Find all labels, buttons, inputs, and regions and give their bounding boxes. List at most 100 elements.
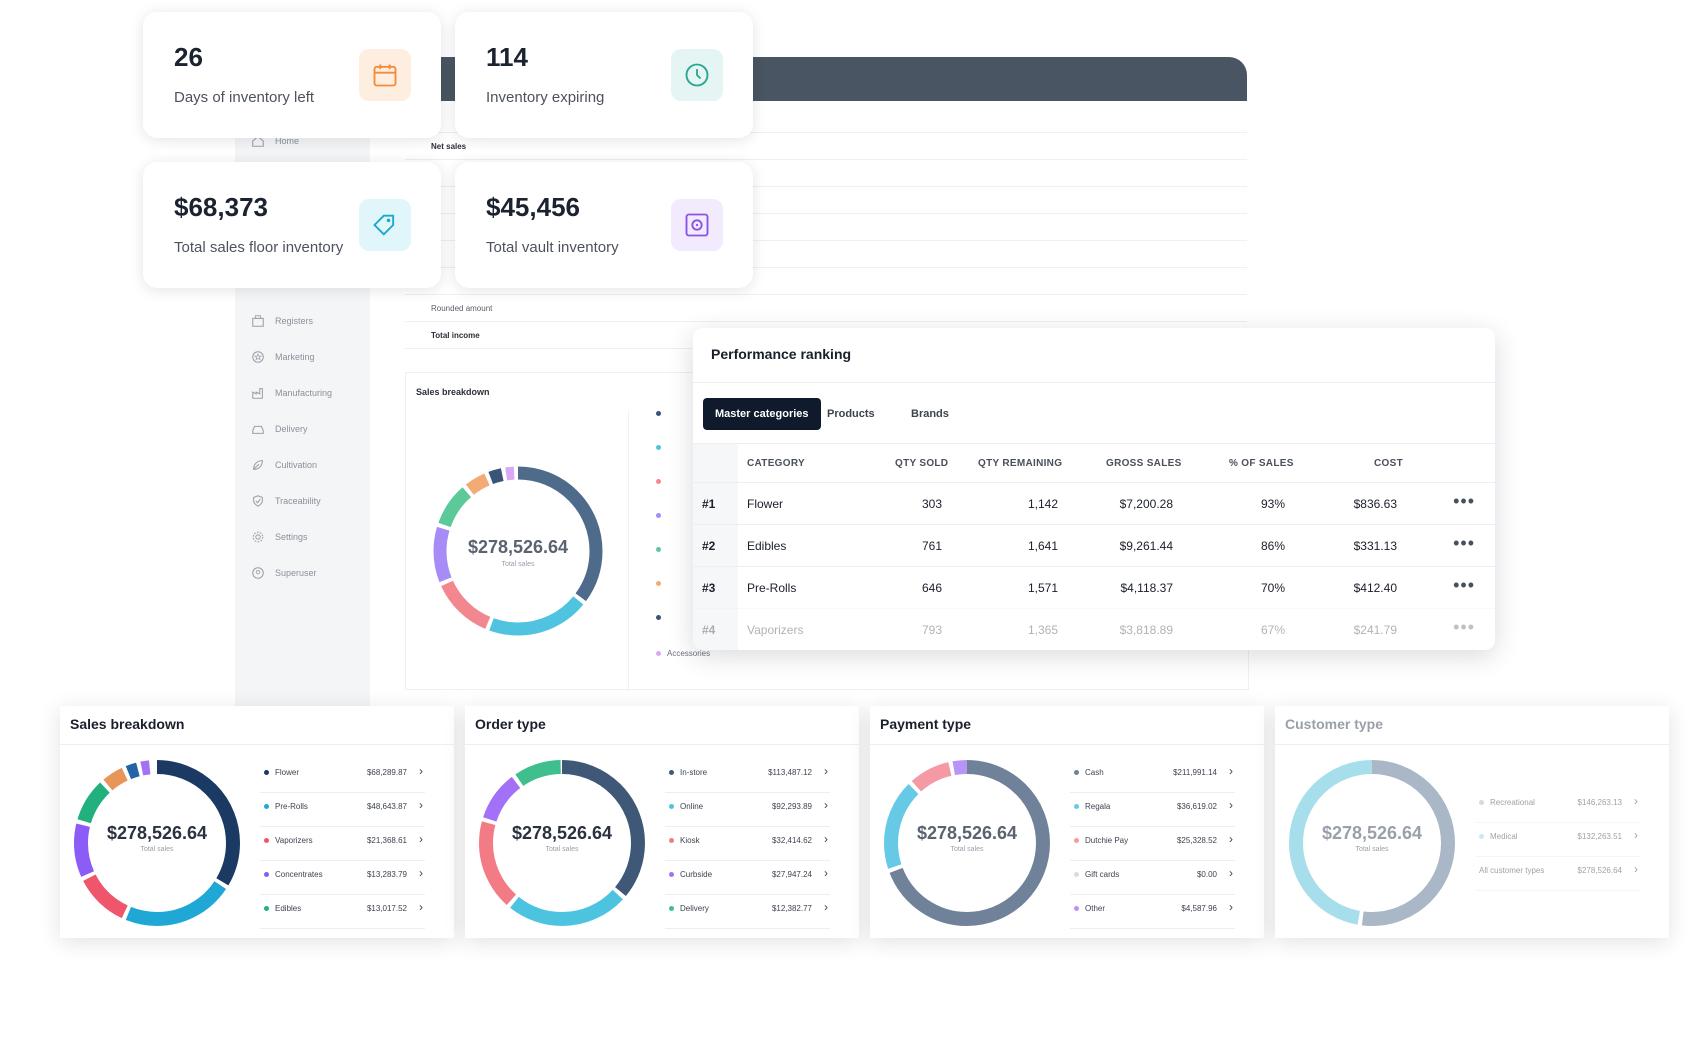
- legend-item-flower[interactable]: Flower $68,289.87 ›: [260, 758, 425, 793]
- more-options-icon[interactable]: •••: [1453, 617, 1475, 637]
- row-label: Net sales: [431, 142, 467, 151]
- tab-brands[interactable]: Brands: [911, 408, 949, 420]
- chevron-right-icon[interactable]: ›: [1634, 828, 1638, 842]
- table-row[interactable]: #2 Edibles 761 1,641 $9,261.44 86% $331.…: [693, 524, 1495, 567]
- legend-item-kiosk[interactable]: Kiosk $32,414.62 ›: [665, 826, 830, 861]
- chevron-right-icon[interactable]: ›: [824, 764, 828, 778]
- car-icon: [252, 425, 264, 434]
- legend-value: $146,263.13: [1577, 798, 1623, 807]
- legend-label: Kiosk: [680, 836, 700, 845]
- legend-item-delivery[interactable]: Delivery $12,382.77 ›: [665, 894, 830, 929]
- column-header-qty-sold[interactable]: QTY SOLD: [895, 458, 949, 469]
- legend-label: All customer types: [1479, 866, 1545, 875]
- more-options-icon[interactable]: •••: [1453, 533, 1475, 553]
- sidebar-item-label: Marketing: [275, 352, 315, 362]
- sidebar-item-label: Delivery: [275, 424, 308, 434]
- column-header-cost[interactable]: COST: [1374, 458, 1403, 469]
- column-header-qty-remaining[interactable]: QTY REMAINING: [978, 458, 1063, 469]
- chevron-right-icon[interactable]: ›: [1229, 764, 1233, 778]
- chevron-right-icon[interactable]: ›: [419, 764, 423, 778]
- sidebar-item-manufacturing[interactable]: Manufacturing: [251, 386, 332, 400]
- kpi-label: Total vault inventory: [486, 239, 619, 256]
- chevron-right-icon[interactable]: ›: [419, 900, 423, 914]
- category: Vaporizers: [747, 623, 804, 637]
- table-row[interactable]: #1 Flower 303 1,142 $7,200.28 93% $836.6…: [693, 482, 1495, 525]
- legend-item-pre-rolls[interactable]: Pre-Rolls $48,643.87 ›: [260, 792, 425, 827]
- sidebar-item-registers[interactable]: Registers: [251, 314, 313, 328]
- row-label: Rounded amount: [431, 304, 493, 313]
- sidebar-item-settings[interactable]: Settings: [251, 530, 308, 544]
- column-header-gross-sales[interactable]: GROSS SALES: [1106, 458, 1182, 469]
- qty-sold: 646: [921, 581, 942, 595]
- tab-master-categories[interactable]: Master categories: [703, 398, 821, 430]
- chevron-right-icon[interactable]: ›: [1229, 832, 1233, 846]
- legend-item-recreational[interactable]: Recreational $146,263.13 ›: [1475, 788, 1640, 823]
- legend-item-concentrates[interactable]: Concentrates $13,283.79 ›: [260, 860, 425, 895]
- kpi-label: Days of inventory left: [174, 89, 315, 106]
- legend-item-other[interactable]: Other $4,587.96 ›: [1070, 894, 1235, 929]
- chevron-right-icon[interactable]: ›: [824, 866, 828, 880]
- vault-icon: [671, 199, 723, 251]
- table-row[interactable]: #3 Pre-Rolls 646 1,571 $4,118.37 70% $41…: [693, 566, 1495, 609]
- sidebar-item-delivery[interactable]: Delivery: [251, 422, 308, 436]
- legend-swatch: [1074, 872, 1079, 877]
- sidebar-item-traceability[interactable]: Traceability: [251, 494, 321, 508]
- price-tag-icon: [359, 199, 411, 251]
- sales-breakdown-card: Sales breakdown $278,526.64 Total sales …: [60, 706, 454, 938]
- divider: [693, 443, 1495, 444]
- category: Flower: [747, 497, 784, 511]
- chevron-right-icon[interactable]: ›: [419, 866, 423, 880]
- chevron-right-icon[interactable]: ›: [419, 832, 423, 846]
- star-circle-icon: [252, 351, 264, 363]
- legend-item-vaporizers[interactable]: Vaporizers $21,368.61 ›: [260, 826, 425, 861]
- chevron-right-icon[interactable]: ›: [1229, 798, 1233, 812]
- legend-value: $68,289.87: [366, 768, 407, 777]
- legend-label: Vaporizers: [275, 836, 313, 845]
- chevron-right-icon[interactable]: ›: [1229, 866, 1233, 880]
- legend-swatch: [669, 770, 674, 775]
- legend-value: $113,487.12: [768, 768, 812, 777]
- cost: $412.40: [1353, 581, 1397, 595]
- chevron-right-icon[interactable]: ›: [824, 832, 828, 846]
- background-donut-amount: $278,526.64: [468, 537, 568, 557]
- chevron-right-icon[interactable]: ›: [419, 798, 423, 812]
- card-title: Customer type: [1285, 716, 1384, 732]
- legend-item-medical[interactable]: Medical $132,263.51 ›: [1475, 822, 1640, 857]
- donut-total-amount: $278,526.64: [511, 823, 613, 843]
- calendar-icon: [359, 49, 411, 101]
- legend-swatch: [1074, 770, 1079, 775]
- legend-item-dutchie-pay[interactable]: Dutchie Pay $25,328.52 ›: [1070, 826, 1235, 861]
- chevron-right-icon[interactable]: ›: [1634, 862, 1638, 876]
- chevron-right-icon[interactable]: ›: [1229, 900, 1233, 914]
- more-options-icon[interactable]: •••: [1453, 575, 1475, 595]
- sidebar-item-label: Superuser: [275, 568, 317, 578]
- legend-item-edibles[interactable]: Edibles $13,017.52 ›: [260, 894, 425, 929]
- legend-item-in-store[interactable]: In-store $113,487.12 ›: [665, 758, 830, 793]
- more-options-icon[interactable]: •••: [1453, 491, 1475, 511]
- column-header-category[interactable]: CATEGORY: [747, 458, 805, 469]
- chevron-right-icon[interactable]: ›: [1634, 794, 1638, 808]
- tab-products[interactable]: Products: [827, 408, 875, 420]
- sidebar-item-cultivation[interactable]: Cultivation: [251, 458, 317, 472]
- gross-sales: $9,261.44: [1119, 539, 1173, 553]
- legend-item-regala[interactable]: Regala $36,619.02 ›: [1070, 792, 1235, 827]
- legend-item-gift-cards[interactable]: Gift cards $0.00 ›: [1070, 860, 1235, 895]
- legend-item-all-customer-types[interactable]: All customer types $278,526.64 ›: [1475, 856, 1640, 891]
- sidebar-item-superuser[interactable]: Superuser: [251, 566, 317, 580]
- legend-item: [656, 411, 661, 416]
- chevron-right-icon[interactable]: ›: [824, 798, 828, 812]
- gross-sales: $4,118.37: [1120, 581, 1174, 595]
- legend-item-online[interactable]: Online $92,293.89 ›: [665, 792, 830, 827]
- legend-value: $21,368.61: [366, 836, 407, 845]
- legend-item-curbside[interactable]: Curbside $27,947.24 ›: [665, 860, 830, 895]
- order-type-card: Order type $278,526.64 Total sales In-st…: [465, 706, 859, 938]
- legend-value: $48,643.87: [366, 802, 407, 811]
- chevron-right-icon[interactable]: ›: [824, 900, 828, 914]
- qty-remaining: 1,571: [1027, 581, 1058, 595]
- legend-value: $211,991.14: [1173, 768, 1217, 777]
- legend-item-cash[interactable]: Cash $211,991.14 ›: [1070, 758, 1235, 793]
- table-row[interactable]: #4 Vaporizers 793 1,365 $3,818.89 67% $2…: [693, 608, 1495, 650]
- donut-segment-other: [884, 760, 1050, 926]
- column-header-pct-of-sales[interactable]: % OF SALES: [1229, 458, 1294, 469]
- sidebar-item-marketing[interactable]: Marketing: [251, 350, 315, 364]
